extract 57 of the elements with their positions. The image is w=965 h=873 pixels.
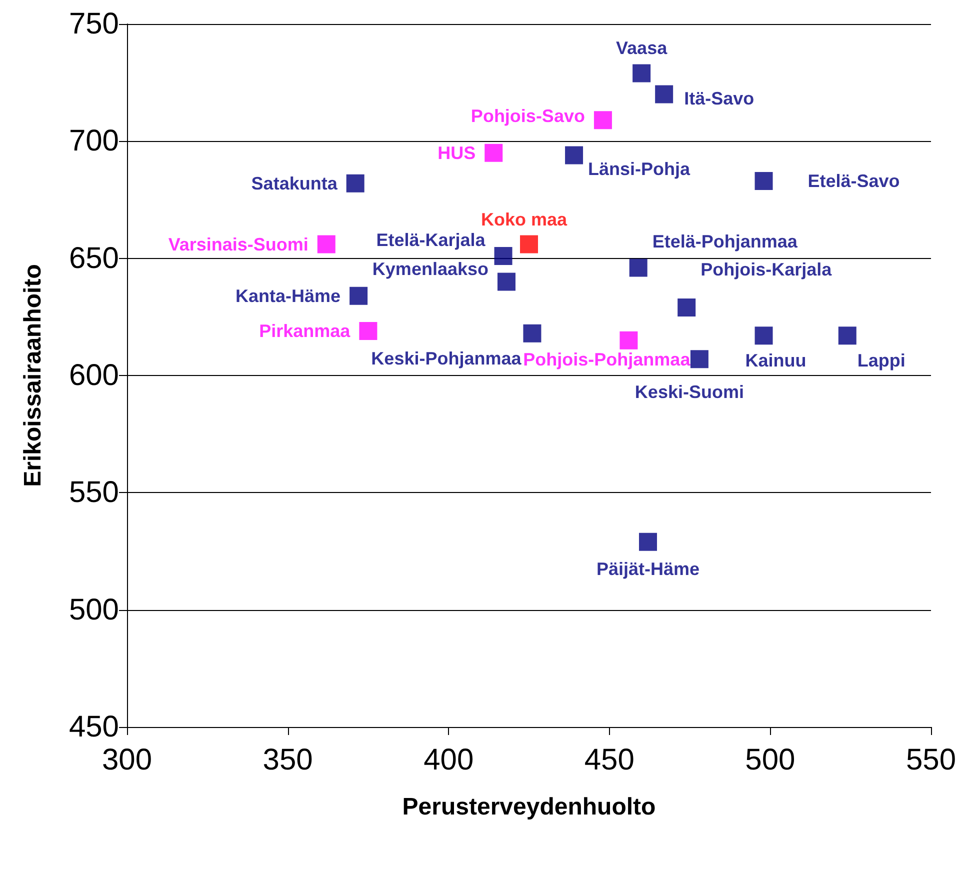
- point: [638, 532, 657, 551]
- x-tick-label: 400: [424, 744, 474, 776]
- series-label: Koko maa: [480, 209, 568, 230]
- point: [754, 172, 773, 190]
- point: [678, 298, 696, 317]
- series-label: Lappi: [857, 350, 906, 371]
- series-label: Keski-Pohjanmaa: [371, 348, 522, 368]
- series-label: Etelä-Savo: [808, 171, 900, 192]
- series-label: Kymenlaakso: [372, 258, 488, 279]
- point: [620, 331, 638, 350]
- y-tick-label: 500: [68, 593, 119, 626]
- x-tick-label: 300: [102, 744, 152, 776]
- y-axis-title: Erikoissairaanhoito: [20, 264, 46, 487]
- series-label: Pohjois-Savo: [470, 106, 585, 126]
- series-label: Vaasa: [616, 38, 668, 58]
- series-label: Etelä-Pohjanmaa: [652, 232, 798, 252]
- series-label: Etelä-Karjala: [376, 230, 486, 250]
- series-label: Pirkanmaa: [259, 320, 352, 341]
- series-label: Pohjois-Karjala: [700, 260, 833, 280]
- series-label: Satakunta: [251, 173, 338, 194]
- y-tick-label: 750: [68, 8, 119, 40]
- point: [632, 64, 651, 82]
- point: [523, 324, 542, 342]
- x-tick-label: 350: [262, 744, 313, 776]
- series-label: Kainuu: [745, 350, 806, 371]
- point: [655, 85, 674, 104]
- point: [629, 258, 648, 277]
- x-tick-label: 500: [745, 744, 796, 776]
- series-label: Pohjois-Pohjanmaa: [523, 349, 692, 370]
- y-tick-label: 450: [68, 710, 119, 744]
- y-tick-label: 550: [68, 476, 119, 510]
- point: [520, 235, 538, 254]
- series-label: Kanta-Häme: [236, 286, 341, 306]
- point: [317, 235, 336, 254]
- y-tick-label: 600: [68, 359, 119, 392]
- x-axis-title: Perusterveydenhuolto: [402, 794, 656, 820]
- x-tick-label: 550: [906, 744, 956, 776]
- series-label: Varsinais-Suomi: [168, 234, 308, 254]
- series-label: Itä-Savo: [684, 88, 754, 108]
- point: [690, 350, 708, 368]
- series-label: Keski-Suomi: [634, 382, 744, 402]
- y-tick-label: 700: [68, 124, 119, 158]
- y-tick-label: 650: [68, 242, 119, 275]
- point: [565, 146, 584, 164]
- series-label: Päijät-Häme: [596, 558, 700, 579]
- series-label: Länsi-Pohja: [588, 159, 692, 180]
- point: [494, 246, 512, 265]
- point: [346, 174, 364, 192]
- point: [754, 326, 773, 345]
- point: [594, 111, 612, 130]
- point: [497, 272, 516, 291]
- point: [484, 144, 503, 162]
- point: [359, 322, 378, 340]
- series-label: HUS: [438, 142, 476, 163]
- x-tick-label: 450: [584, 744, 634, 776]
- point: [350, 286, 368, 305]
- point: [838, 326, 856, 345]
